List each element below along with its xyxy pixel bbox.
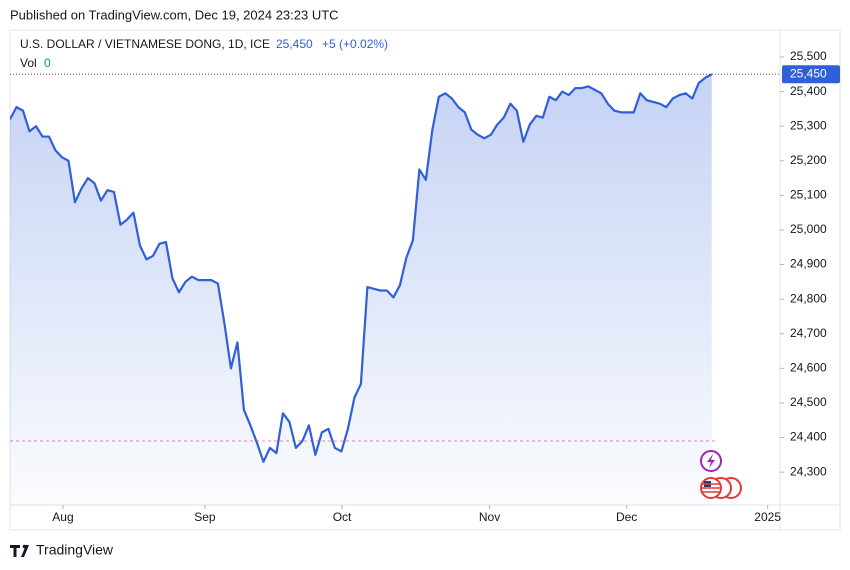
y-tick-label: 25,100 <box>790 188 827 202</box>
y-tick-label: 24,300 <box>790 464 827 478</box>
brand-name: TradingView <box>36 542 114 558</box>
x-tick-label: Sep <box>194 510 216 524</box>
y-tick-label: 25,000 <box>790 222 827 236</box>
x-tick-label: 2025 <box>754 510 781 524</box>
y-tick-label: 24,600 <box>790 361 827 375</box>
plot-area <box>10 73 716 505</box>
x-tick-label: Aug <box>52 510 73 524</box>
published-text: Published on TradingView.com, Dec 19, 20… <box>10 7 339 22</box>
vol-label: Vol <box>20 56 37 70</box>
price-text: 25,450 <box>276 37 313 51</box>
y-tick-label: 25,300 <box>790 118 827 132</box>
symbol-title: U.S. DOLLAR / VIETNAMESE DONG, 1D, ICE <box>20 37 270 51</box>
y-tick-label: 24,400 <box>790 430 827 444</box>
x-tick-label: Oct <box>333 510 352 524</box>
y-tick-label: 25,500 <box>790 49 827 63</box>
y-tick-label: 24,800 <box>790 291 827 305</box>
change-text: +5 (+0.02%) <box>322 37 388 51</box>
y-tick-label: 25,200 <box>790 153 827 167</box>
event-icons <box>700 450 742 499</box>
y-tick-label: 24,500 <box>790 395 827 409</box>
last-price-label: 25,450 <box>790 66 827 80</box>
brand-logo <box>10 544 29 557</box>
price-line <box>10 73 713 463</box>
price-area <box>10 74 712 505</box>
x-tick-label: Nov <box>479 510 500 524</box>
y-tick-label: 24,700 <box>790 326 827 340</box>
vol-value: 0 <box>44 56 51 70</box>
x-tick-label: Dec <box>616 510 637 524</box>
y-tick-label: 25,400 <box>790 84 827 98</box>
last-price-box <box>782 65 840 84</box>
y-tick-label: 24,900 <box>790 257 827 271</box>
